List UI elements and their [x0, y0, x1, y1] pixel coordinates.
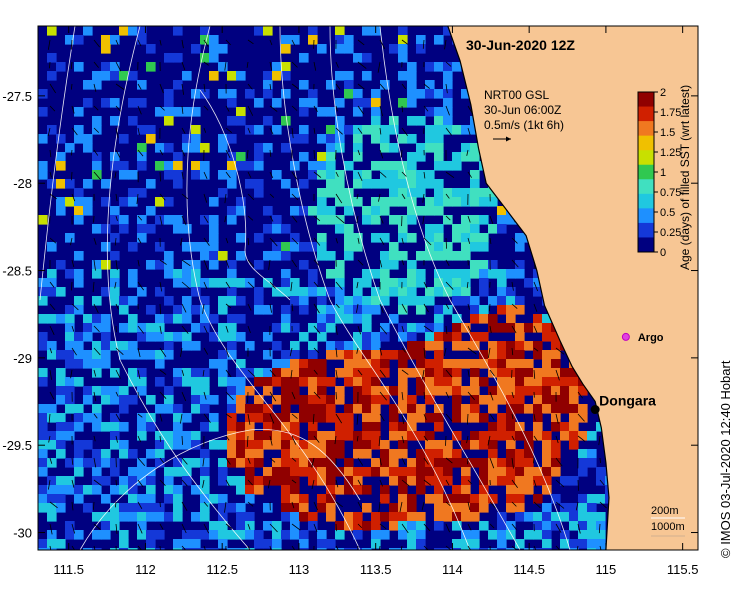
y-tick-label: -30 — [13, 526, 32, 541]
y-tick-label: -29 — [13, 351, 32, 366]
colorbar-tick-label: 1 — [660, 167, 666, 179]
colorbar-swatch — [638, 121, 654, 137]
colorbar-tick-label: 1.5 — [660, 127, 675, 139]
y-tick-label: -28 — [13, 176, 32, 191]
current-legend-line3: 0.5m/s (1kt 6h) — [484, 118, 564, 132]
colorbar-title: Age (days) of filled SST (wrt latest) — [678, 85, 692, 270]
current-legend: NRT00 GSL 30-Jun 06:00Z 0.5m/s (1kt 6h) — [484, 88, 564, 142]
coastline — [447, 26, 610, 550]
colorbar-swatch — [638, 179, 654, 195]
plot-frame — [37, 25, 699, 551]
y-tick-label: -28.5 — [2, 264, 32, 279]
colorbar-swatch — [638, 150, 654, 166]
x-tick-label: 114 — [442, 562, 463, 577]
current-legend-arrowhead — [506, 136, 511, 142]
colorbar-tick-label: 0.75 — [660, 187, 681, 199]
axis-ticks: 111.5 112 112.5 113 113.5 114 114.5 115 115.5 -27… — [2, 26, 698, 577]
current-legend-line1: NRT00 GSL — [484, 88, 549, 102]
colorbar-tick-label: 0 — [660, 247, 666, 259]
depth-legend-1000: 1000m — [651, 521, 685, 533]
x-tick-label: 113.5 — [360, 562, 392, 577]
dongara-marker — [590, 405, 600, 415]
places: Dongara Argo — [590, 332, 664, 415]
credit-text: © IMOS 03-Jul-2020 12:40 Hobart — [718, 360, 733, 558]
colorbar-swatch — [638, 237, 654, 253]
argo-marker — [621, 332, 630, 341]
x-tick-label: 112.5 — [206, 562, 238, 577]
y-tick-label: -29.5 — [2, 438, 32, 453]
x-tick-label: 115 — [596, 562, 617, 577]
current-legend-line2: 30-Jun 06:00Z — [484, 103, 561, 117]
x-tick-label: 113 — [289, 562, 310, 577]
depth-legend-200: 200m — [651, 505, 679, 517]
colorbar-tick-label: 2 — [660, 87, 666, 99]
colorbar-tick-label: 0.25 — [660, 227, 681, 239]
map-title: 30-Jun-2020 12Z — [466, 37, 575, 53]
colorbar-tick-label: 0.5 — [660, 207, 675, 219]
x-tick-label: 111.5 — [53, 562, 84, 577]
colorbar-swatch — [638, 135, 654, 151]
depth-legend: 200m 1000m — [651, 505, 685, 537]
colorbar-tick-label: 1.75 — [660, 107, 681, 119]
argo-label: Argo — [638, 332, 664, 344]
colorbar-swatch — [638, 193, 654, 209]
colorbar-tick-label: 1.25 — [660, 147, 681, 159]
colorbar-swatch — [638, 92, 654, 108]
land-area — [447, 26, 698, 550]
x-tick-label: 115.5 — [667, 562, 699, 577]
colorbar-swatch — [638, 208, 654, 224]
colorbar-swatch — [638, 106, 654, 122]
y-tick-label: -27.5 — [2, 89, 32, 104]
colorbar-swatch — [638, 222, 654, 238]
x-tick-label: 112 — [135, 562, 156, 577]
colorbar: 2 1.75 1.5 1.25 1 0.75 0.5 0.25 0 — [637, 87, 681, 259]
x-tick-label: 114.5 — [513, 562, 545, 577]
colorbar-swatch — [638, 164, 654, 180]
dongara-label: Dongara — [599, 393, 656, 409]
